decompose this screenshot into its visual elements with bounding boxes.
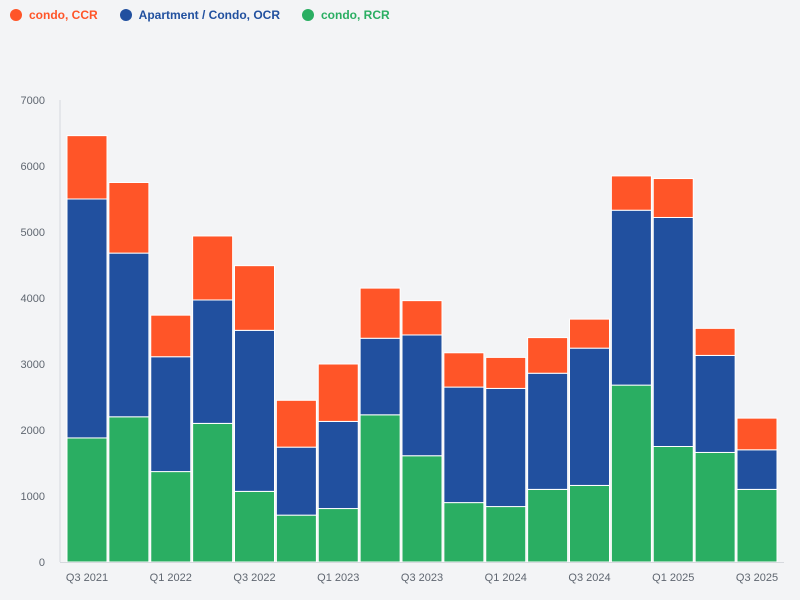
bar-ocr[interactable] [527, 372, 569, 490]
legend-label-rcr: condo, RCR [321, 8, 390, 22]
bar-rcr[interactable] [485, 506, 527, 563]
bar-ccr[interactable] [610, 175, 652, 211]
bar-ccr[interactable] [694, 327, 736, 356]
bar-ocr[interactable] [485, 387, 527, 508]
x-tick-label: Q1 2023 [317, 572, 359, 584]
bar-ccr[interactable] [401, 300, 443, 336]
bar-ccr[interactable] [192, 235, 234, 301]
bar-rcr[interactable] [234, 490, 275, 563]
bar-rcr[interactable] [66, 437, 108, 563]
x-tick-label: Q3 2021 [66, 572, 108, 584]
bar-ocr[interactable] [108, 252, 150, 418]
bar-ccr[interactable] [150, 314, 192, 358]
bar-ccr[interactable] [66, 135, 108, 200]
x-tick-label: Q3 2022 [233, 572, 275, 584]
y-tick-label: 0 [39, 557, 45, 569]
bar-ccr[interactable] [485, 356, 527, 389]
y-tick-label: 7000 [21, 95, 45, 107]
bar-rcr[interactable] [527, 488, 569, 563]
x-tick-label: Q3 2025 [736, 572, 778, 584]
bar-ccr[interactable] [736, 417, 778, 451]
bar-ccr[interactable] [652, 178, 694, 218]
bar-rcr[interactable] [610, 384, 652, 563]
x-tick-label: Q1 2024 [485, 572, 527, 584]
bar-rcr[interactable] [150, 471, 192, 563]
x-axis: Q3 2021 Q1 2022 Q3 2022 Q1 2023 Q3 2023 Q1 20… [60, 562, 784, 584]
legend-swatch-ccr [10, 9, 22, 21]
legend-swatch-ocr [119, 9, 132, 21]
bar-ocr[interactable] [359, 337, 401, 416]
bar-ocr[interactable] [150, 356, 192, 473]
y-tick-label: 6000 [21, 161, 45, 173]
legend-swatch-rcr [302, 9, 314, 21]
legend-label-ocr: Apartment / Condo, OCR [138, 8, 280, 22]
y-tick-label: 1000 [21, 491, 45, 503]
legend-item-ocr[interactable]: Apartment / Condo, OCR [119, 8, 280, 22]
bar-ccr[interactable] [527, 337, 569, 374]
legend-label-ccr: condo, CCR [29, 8, 98, 22]
bar-ocr[interactable] [192, 299, 234, 424]
y-tick-label: 4000 [21, 293, 45, 305]
bar-ccr[interactable] [569, 318, 610, 349]
bar-rcr[interactable] [317, 508, 359, 563]
bar-rcr[interactable] [443, 502, 485, 563]
legend: condo, CCR Apartment / Condo, OCR condo,… [10, 8, 390, 22]
legend-item-rcr[interactable]: condo, RCR [302, 8, 390, 22]
bar-ocr[interactable] [694, 354, 736, 453]
legend-item-ccr[interactable]: condo, CCR [10, 8, 98, 22]
y-tick-label: 5000 [21, 227, 45, 239]
bar-rcr[interactable] [401, 455, 443, 563]
bar-rcr[interactable] [652, 446, 694, 563]
bar-ccr[interactable] [443, 352, 485, 388]
bar-ocr[interactable] [569, 347, 610, 486]
bars [66, 135, 778, 563]
bar-ccr[interactable] [275, 399, 317, 448]
bar-ocr[interactable] [275, 446, 317, 516]
bar-rcr[interactable] [192, 422, 234, 563]
bar-ccr[interactable] [234, 265, 275, 331]
bar-ocr[interactable] [401, 334, 443, 457]
bar-rcr[interactable] [569, 484, 610, 563]
x-tick-label: Q3 2023 [401, 572, 443, 584]
bar-ocr[interactable] [234, 329, 275, 492]
bar-rcr[interactable] [736, 488, 778, 563]
bar-ocr[interactable] [736, 449, 778, 490]
bar-ocr[interactable] [610, 209, 652, 386]
bar-ocr[interactable] [317, 420, 359, 510]
y-tick-label: 2000 [21, 425, 45, 437]
bar-ccr[interactable] [317, 363, 359, 422]
bar-ccr[interactable] [108, 182, 150, 254]
x-tick-label: Q1 2025 [652, 572, 694, 584]
bar-ocr[interactable] [652, 216, 694, 447]
bar-ocr[interactable] [443, 386, 485, 504]
x-tick-label: Q1 2022 [150, 572, 192, 584]
bar-rcr[interactable] [275, 514, 317, 563]
x-tick-label: Q3 2024 [568, 572, 610, 584]
bar-rcr[interactable] [108, 416, 150, 563]
bar-rcr[interactable] [359, 414, 401, 563]
bar-ocr[interactable] [66, 198, 108, 439]
bar-rcr[interactable] [694, 451, 736, 563]
y-tick-label: 3000 [21, 359, 45, 371]
y-axis: 0 1000 2000 3000 4000 5000 6000 7000 [21, 95, 61, 569]
bar-ccr[interactable] [359, 287, 401, 339]
